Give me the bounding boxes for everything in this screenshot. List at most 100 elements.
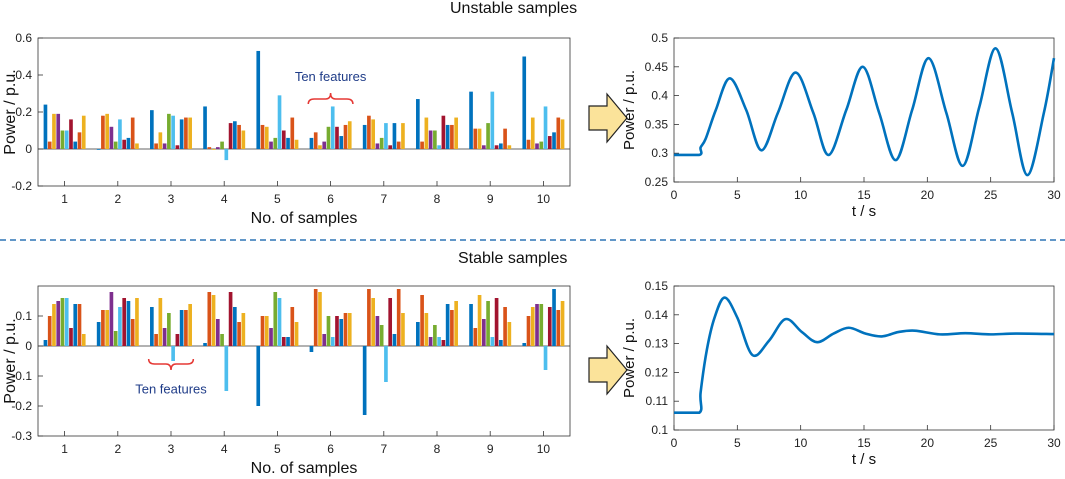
arrow-shape bbox=[588, 344, 628, 396]
bar bbox=[454, 117, 458, 149]
y-tick-label: 0.14 bbox=[645, 308, 669, 322]
bar bbox=[281, 337, 286, 346]
bar bbox=[211, 149, 216, 150]
bar bbox=[326, 126, 331, 149]
bar bbox=[220, 334, 224, 346]
x-tick-label: 0 bbox=[671, 188, 678, 202]
bar bbox=[313, 289, 318, 346]
bar bbox=[494, 145, 499, 149]
bar bbox=[281, 130, 286, 149]
bar bbox=[286, 337, 290, 346]
bar bbox=[362, 346, 367, 415]
bar bbox=[490, 91, 495, 149]
bar bbox=[150, 307, 154, 346]
bar bbox=[277, 95, 282, 149]
x-tick-label: 2 bbox=[114, 442, 121, 456]
bar bbox=[269, 141, 273, 149]
y-tick-label: -0.3 bbox=[11, 429, 32, 443]
bar bbox=[294, 139, 299, 149]
bar bbox=[203, 343, 207, 346]
bar bbox=[450, 124, 454, 149]
bar bbox=[450, 310, 454, 346]
bar bbox=[188, 304, 192, 346]
x-tick-label: 7 bbox=[380, 192, 387, 206]
bar bbox=[81, 115, 86, 149]
bar bbox=[469, 91, 473, 149]
x-tick-label: 30 bbox=[1047, 436, 1061, 450]
arrow-right-icon bbox=[588, 344, 628, 396]
bar bbox=[260, 316, 265, 346]
bar bbox=[343, 313, 348, 346]
x-tick-label: 2 bbox=[114, 192, 121, 206]
bar bbox=[162, 143, 167, 149]
bar bbox=[469, 304, 473, 346]
bar bbox=[343, 124, 348, 149]
y-tick-label: 0.25 bbox=[645, 175, 669, 189]
bar bbox=[122, 139, 127, 149]
bar bbox=[379, 325, 384, 346]
feature-bracket bbox=[307, 93, 354, 105]
bar bbox=[318, 145, 322, 149]
x-tick-label: 8 bbox=[434, 442, 441, 456]
bar bbox=[490, 337, 495, 346]
bar bbox=[539, 304, 544, 346]
bar bbox=[530, 117, 535, 149]
plot-area bbox=[673, 285, 1055, 431]
x-tick-label: 10 bbox=[537, 192, 551, 206]
bar bbox=[499, 340, 503, 346]
bar bbox=[207, 292, 212, 346]
annotation-ten-features: Ten features bbox=[295, 69, 367, 84]
x-tick-label: 7 bbox=[380, 442, 387, 456]
bar bbox=[322, 141, 327, 149]
bar bbox=[96, 322, 101, 346]
x-tick-label: 20 bbox=[921, 188, 935, 202]
bar bbox=[379, 137, 384, 149]
bar bbox=[318, 292, 322, 346]
bar bbox=[388, 298, 393, 346]
bar bbox=[428, 337, 433, 346]
y-tick-label: 0.13 bbox=[645, 337, 669, 351]
x-tick-label: 15 bbox=[857, 188, 871, 202]
x-tick-label: 4 bbox=[221, 442, 228, 456]
bar bbox=[233, 307, 237, 346]
y-tick-label: 0.12 bbox=[645, 365, 669, 379]
bar bbox=[233, 121, 237, 149]
bar bbox=[56, 301, 61, 346]
bar bbox=[503, 128, 507, 149]
bar bbox=[384, 346, 388, 382]
bar bbox=[543, 106, 548, 149]
bar bbox=[326, 316, 331, 346]
stable-bars-chart: -0.3 -0.2 -0.1 0 0.1 1 2 3 4 5 6 7 8 9 10 No. of sample… bbox=[2, 285, 571, 477]
bar bbox=[113, 331, 118, 346]
bar bbox=[224, 149, 229, 161]
bar bbox=[47, 316, 52, 346]
bar bbox=[69, 328, 73, 346]
bar bbox=[158, 132, 163, 149]
bar bbox=[184, 310, 188, 346]
x-tick-label: 25 bbox=[984, 436, 998, 450]
bar bbox=[539, 141, 544, 149]
x-tick-label: 3 bbox=[168, 442, 175, 456]
bar bbox=[330, 106, 335, 149]
bar bbox=[454, 301, 458, 346]
bar bbox=[543, 346, 548, 370]
bar bbox=[522, 56, 527, 149]
stable-section-title: Stable samples bbox=[458, 250, 568, 267]
bar bbox=[556, 310, 561, 346]
unstable-bars-chart: -0.2 0 0.2 0.4 0.6 1 2 3 4 5 6 7 8 9 10 No. of samples P… bbox=[2, 31, 571, 227]
bar bbox=[339, 136, 344, 149]
arrow-right-icon bbox=[588, 92, 628, 144]
bar bbox=[171, 346, 175, 361]
bar bbox=[347, 121, 352, 149]
x-tick-label: 25 bbox=[984, 188, 998, 202]
x-tick-label: 5 bbox=[734, 188, 741, 202]
bar bbox=[56, 113, 61, 149]
bar bbox=[416, 99, 420, 149]
bar bbox=[367, 115, 371, 149]
bar bbox=[437, 145, 441, 149]
bar bbox=[154, 334, 158, 346]
x-tick-label: 9 bbox=[487, 192, 494, 206]
bar bbox=[473, 128, 478, 149]
bar bbox=[290, 307, 295, 346]
